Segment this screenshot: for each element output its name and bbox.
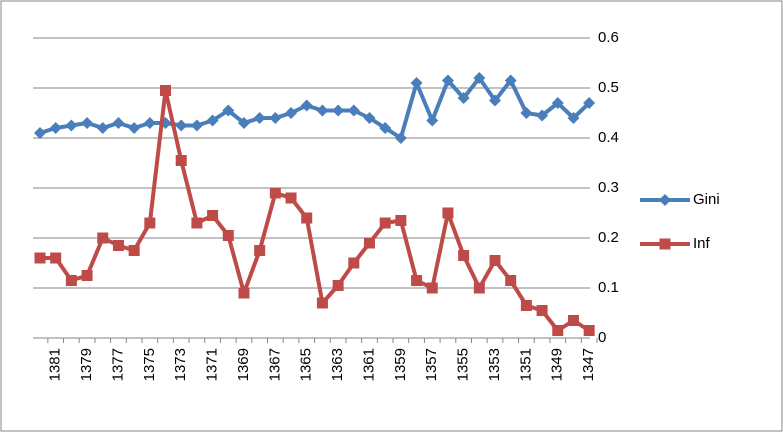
marker	[176, 155, 187, 166]
marker	[301, 213, 312, 224]
marker	[191, 218, 202, 229]
marker	[270, 188, 281, 199]
marker	[442, 208, 453, 219]
x-tick-label: 1351	[517, 348, 534, 381]
x-tick-label: 1373	[172, 348, 189, 381]
y-tick-label: 0	[598, 329, 606, 346]
marker	[552, 325, 563, 336]
marker	[584, 325, 595, 336]
x-tick-label: 1377	[109, 348, 126, 381]
legend-label: Inf	[693, 235, 711, 252]
marker	[35, 253, 46, 264]
x-tick-label: 1363	[329, 348, 346, 381]
x-tick-label: 1369	[235, 348, 252, 381]
marker	[82, 270, 93, 281]
x-tick-label: 1367	[266, 348, 283, 381]
x-tick-label: 1357	[423, 348, 440, 381]
marker	[537, 305, 548, 316]
marker	[458, 250, 469, 261]
x-tick-label: 1365	[298, 348, 315, 381]
marker	[317, 298, 328, 309]
x-tick-label: 1361	[360, 348, 377, 381]
y-tick-label: 0.3	[598, 179, 619, 196]
marker	[474, 283, 485, 294]
marker	[521, 300, 532, 311]
marker	[223, 230, 234, 241]
chart: 0 0.1 0.2 0.3 0.4 0.5 0.6 1381 1379 1377 1375 1373 1…	[0, 0, 783, 432]
marker	[207, 210, 218, 221]
x-tick-label: 1375	[141, 348, 158, 381]
marker	[129, 245, 140, 256]
y-tick-label: 0.2	[598, 229, 619, 246]
x-tick-label: 1381	[47, 348, 64, 381]
legend-marker	[660, 239, 671, 250]
marker	[97, 233, 108, 244]
marker	[66, 275, 77, 286]
marker	[286, 193, 297, 204]
marker	[144, 218, 155, 229]
x-tick-label: 1349	[549, 348, 566, 381]
marker	[505, 275, 516, 286]
x-tick-label: 1353	[486, 348, 503, 381]
y-tick-label: 0.6	[598, 29, 619, 46]
marker	[364, 238, 375, 249]
x-tick-label: 1359	[392, 348, 409, 381]
y-tick-label: 0.4	[598, 129, 619, 146]
marker	[50, 253, 61, 264]
marker	[113, 240, 124, 251]
x-tick-label: 1347	[580, 348, 597, 381]
marker	[254, 245, 265, 256]
x-tick-label: 1371	[204, 348, 221, 381]
legend-label: Gini	[693, 191, 720, 208]
marker	[490, 255, 501, 266]
marker	[333, 280, 344, 291]
marker	[160, 85, 171, 96]
x-tick-label: 1355	[455, 348, 472, 381]
marker	[568, 315, 579, 326]
marker	[238, 288, 249, 299]
y-tick-label: 0.1	[598, 279, 619, 296]
marker	[348, 258, 359, 269]
marker	[427, 283, 438, 294]
marker	[395, 215, 406, 226]
marker	[380, 218, 391, 229]
x-tick-label: 1379	[78, 348, 95, 381]
marker	[411, 275, 422, 286]
y-tick-label: 0.5	[598, 79, 619, 96]
